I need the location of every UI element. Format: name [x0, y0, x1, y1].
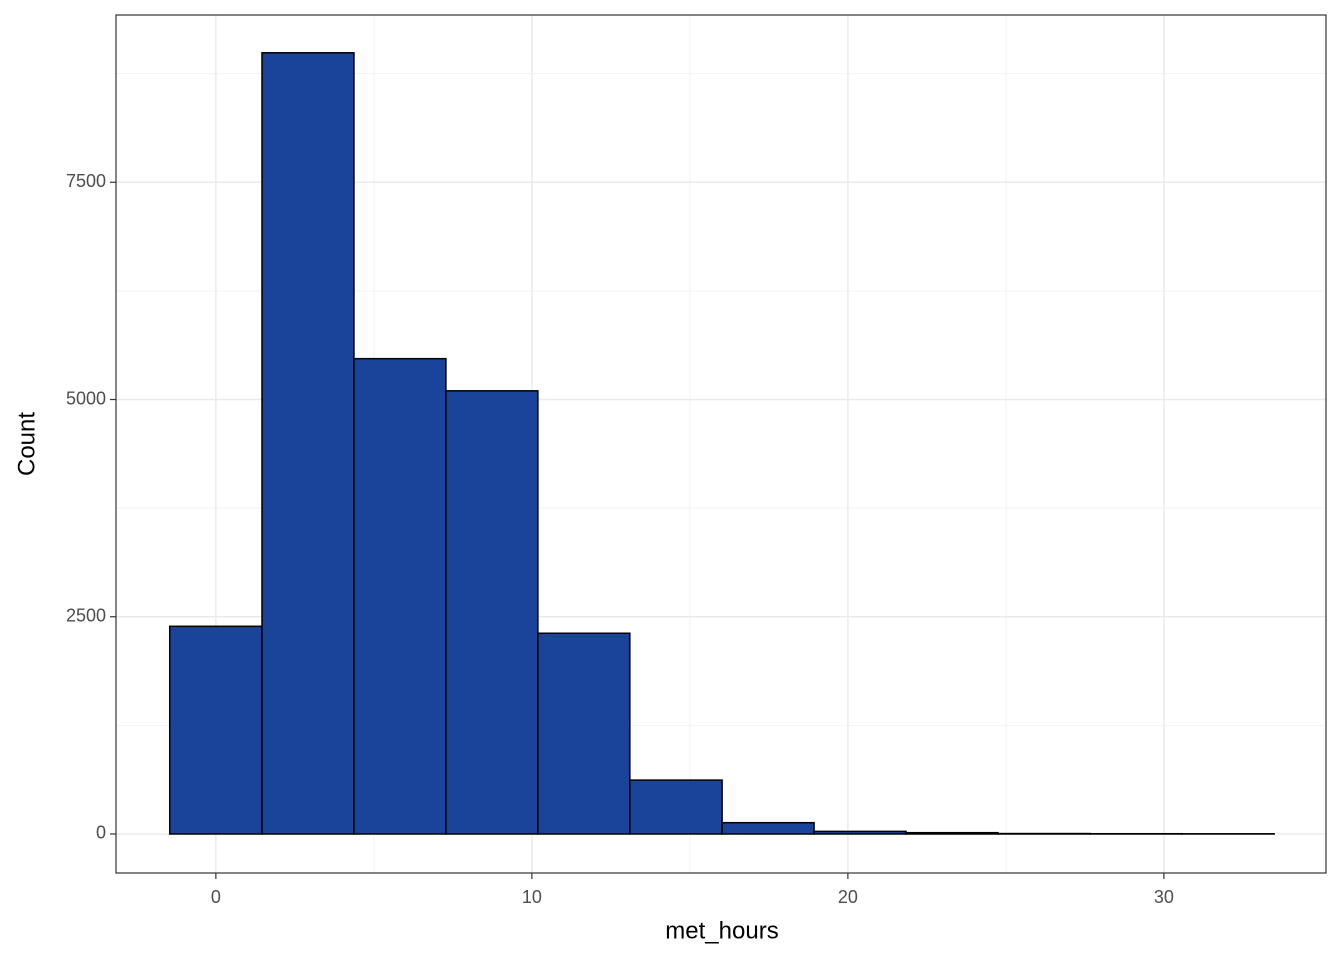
bar [445, 390, 539, 835]
x-tick-label: 0 [211, 887, 221, 907]
bar [261, 52, 355, 835]
x-tick-label: 20 [838, 887, 858, 907]
bar [537, 632, 631, 835]
x-tick-label: 30 [1154, 887, 1174, 907]
panel-border [115, 14, 1327, 874]
y-axis-title: Count [13, 412, 40, 476]
x-tick-label: 10 [522, 887, 542, 907]
y-tick-label: 0 [96, 823, 106, 843]
bar [353, 357, 447, 835]
bar [905, 831, 999, 835]
bar [813, 830, 907, 835]
y-tick-label: 5000 [66, 388, 106, 408]
y-tick-label: 2500 [66, 605, 106, 625]
x-axis-title: met_hours [665, 917, 778, 944]
y-tick-label: 7500 [66, 171, 106, 191]
bar [168, 625, 263, 835]
bar [721, 821, 815, 835]
bar [629, 779, 723, 835]
